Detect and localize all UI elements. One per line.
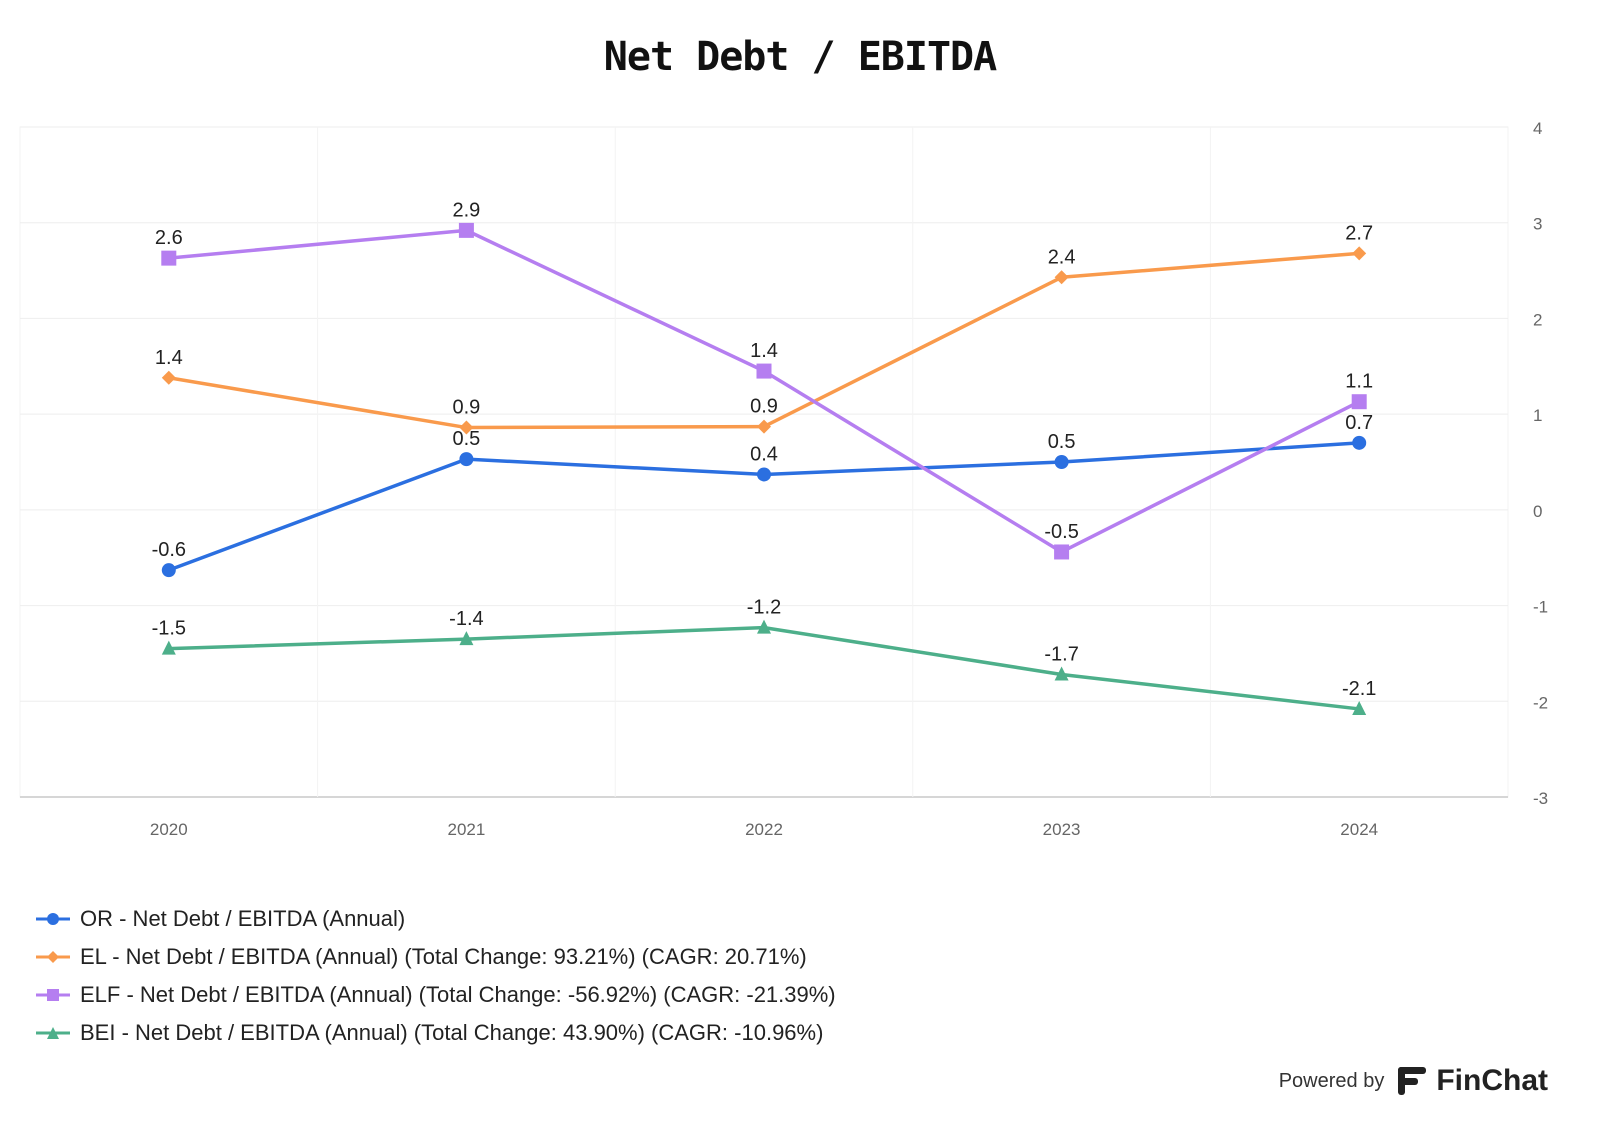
- y-tick-label: -1: [1533, 598, 1548, 617]
- data-label: 0.9: [452, 397, 480, 419]
- data-point: [459, 631, 474, 646]
- y-tick-label: 3: [1533, 215, 1542, 234]
- data-label: 0.5: [1048, 431, 1076, 453]
- finchat-brand: FinChat: [1436, 1064, 1548, 1097]
- legend-label-elf: ELF - Net Debt / EBITDA (Annual) (Total …: [80, 982, 836, 1007]
- series-line: [168, 625, 1360, 711]
- data-label: 0.5: [452, 428, 480, 450]
- chart-title: Net Debt / EBITDA: [603, 34, 997, 80]
- legend-label-el: EL - Net Debt / EBITDA (Annual) (Total C…: [80, 944, 807, 969]
- legend-marker-diamond-icon: [36, 951, 70, 963]
- data-point: [1352, 700, 1367, 715]
- x-tick-label: 2024: [1340, 820, 1378, 839]
- y-tick-label: 1: [1533, 406, 1542, 425]
- data-label: 1.4: [155, 347, 183, 369]
- data-label: -0.6: [152, 539, 186, 561]
- y-tick-label: -2: [1533, 693, 1548, 712]
- data-point: [1352, 246, 1367, 261]
- data-point: [459, 452, 474, 467]
- data-point: [1054, 666, 1069, 681]
- data-point: [161, 563, 176, 578]
- data-label: -2.1: [1342, 678, 1376, 700]
- data-label: -1.5: [152, 618, 186, 640]
- data-point: [756, 363, 772, 379]
- data-point: [458, 222, 474, 238]
- data-point: [1054, 544, 1070, 560]
- x-tick-label: 2022: [745, 820, 783, 839]
- x-tick-label: 2020: [150, 820, 188, 839]
- data-point: [161, 250, 177, 266]
- data-label: 1.4: [750, 340, 778, 362]
- data-point: [1352, 435, 1367, 450]
- data-label: -0.5: [1044, 521, 1078, 543]
- data-point: [161, 370, 176, 385]
- data-label: 0.9: [750, 396, 778, 418]
- legend-marker-triangle-icon: [36, 1027, 70, 1039]
- legend-label-or: OR - Net Debt / EBITDA (Annual): [80, 906, 406, 931]
- legend: OR - Net Debt / EBITDA (Annual) EL - Net…: [36, 900, 836, 1052]
- data-point: [161, 640, 176, 655]
- y-tick-label: -3: [1533, 789, 1548, 808]
- data-point: [757, 419, 771, 434]
- data-point: [459, 420, 474, 435]
- data-label: -1.7: [1044, 643, 1078, 665]
- x-tick-label: 2021: [447, 820, 485, 839]
- data-label: 2.6: [155, 227, 183, 249]
- legend-item-el[interactable]: EL - Net Debt / EBITDA (Annual) (Total C…: [36, 938, 836, 976]
- legend-marker-circle-icon: [36, 913, 70, 925]
- data-point: [757, 619, 771, 634]
- data-label: 1.1: [1345, 371, 1373, 393]
- data-point: [757, 467, 771, 482]
- data-label: -1.2: [747, 597, 781, 619]
- legend-label-bei: BEI - Net Debt / EBITDA (Annual) (Total …: [80, 1020, 824, 1045]
- finchat-logo-icon: [1398, 1067, 1427, 1095]
- line-chart: 4 3 2 1 0 -1 -2 -3 2020 2021 2022 2023 2024 -0.6 0.5 0.…: [19, 119, 1548, 839]
- powered-by-label: Powered by: [1278, 1069, 1385, 1092]
- legend-item-or[interactable]: OR - Net Debt / EBITDA (Annual): [36, 900, 836, 938]
- powered-by[interactable]: Powered by FinChat: [1279, 1064, 1548, 1098]
- y-tick-label: 0: [1533, 502, 1542, 521]
- legend-item-elf[interactable]: ELF - Net Debt / EBITDA (Annual) (Total …: [36, 976, 836, 1014]
- data-label: 0.4: [750, 443, 778, 465]
- x-tick-label: 2023: [1043, 820, 1081, 839]
- data-label: 0.7: [1345, 412, 1373, 434]
- data-point: [1054, 270, 1069, 285]
- y-tick-label: 2: [1533, 310, 1542, 329]
- y-tick-label: 4: [1533, 119, 1542, 138]
- legend-marker-square-icon: [36, 989, 70, 1001]
- data-label: -1.4: [449, 608, 483, 630]
- data-label: 2.4: [1048, 246, 1076, 268]
- data-label: 2.7: [1345, 222, 1373, 244]
- data-point: [1054, 455, 1069, 469]
- legend-item-bei[interactable]: BEI - Net Debt / EBITDA (Annual) (Total …: [36, 1014, 836, 1052]
- data-label: 2.9: [452, 199, 480, 221]
- data-point: [1351, 394, 1367, 410]
